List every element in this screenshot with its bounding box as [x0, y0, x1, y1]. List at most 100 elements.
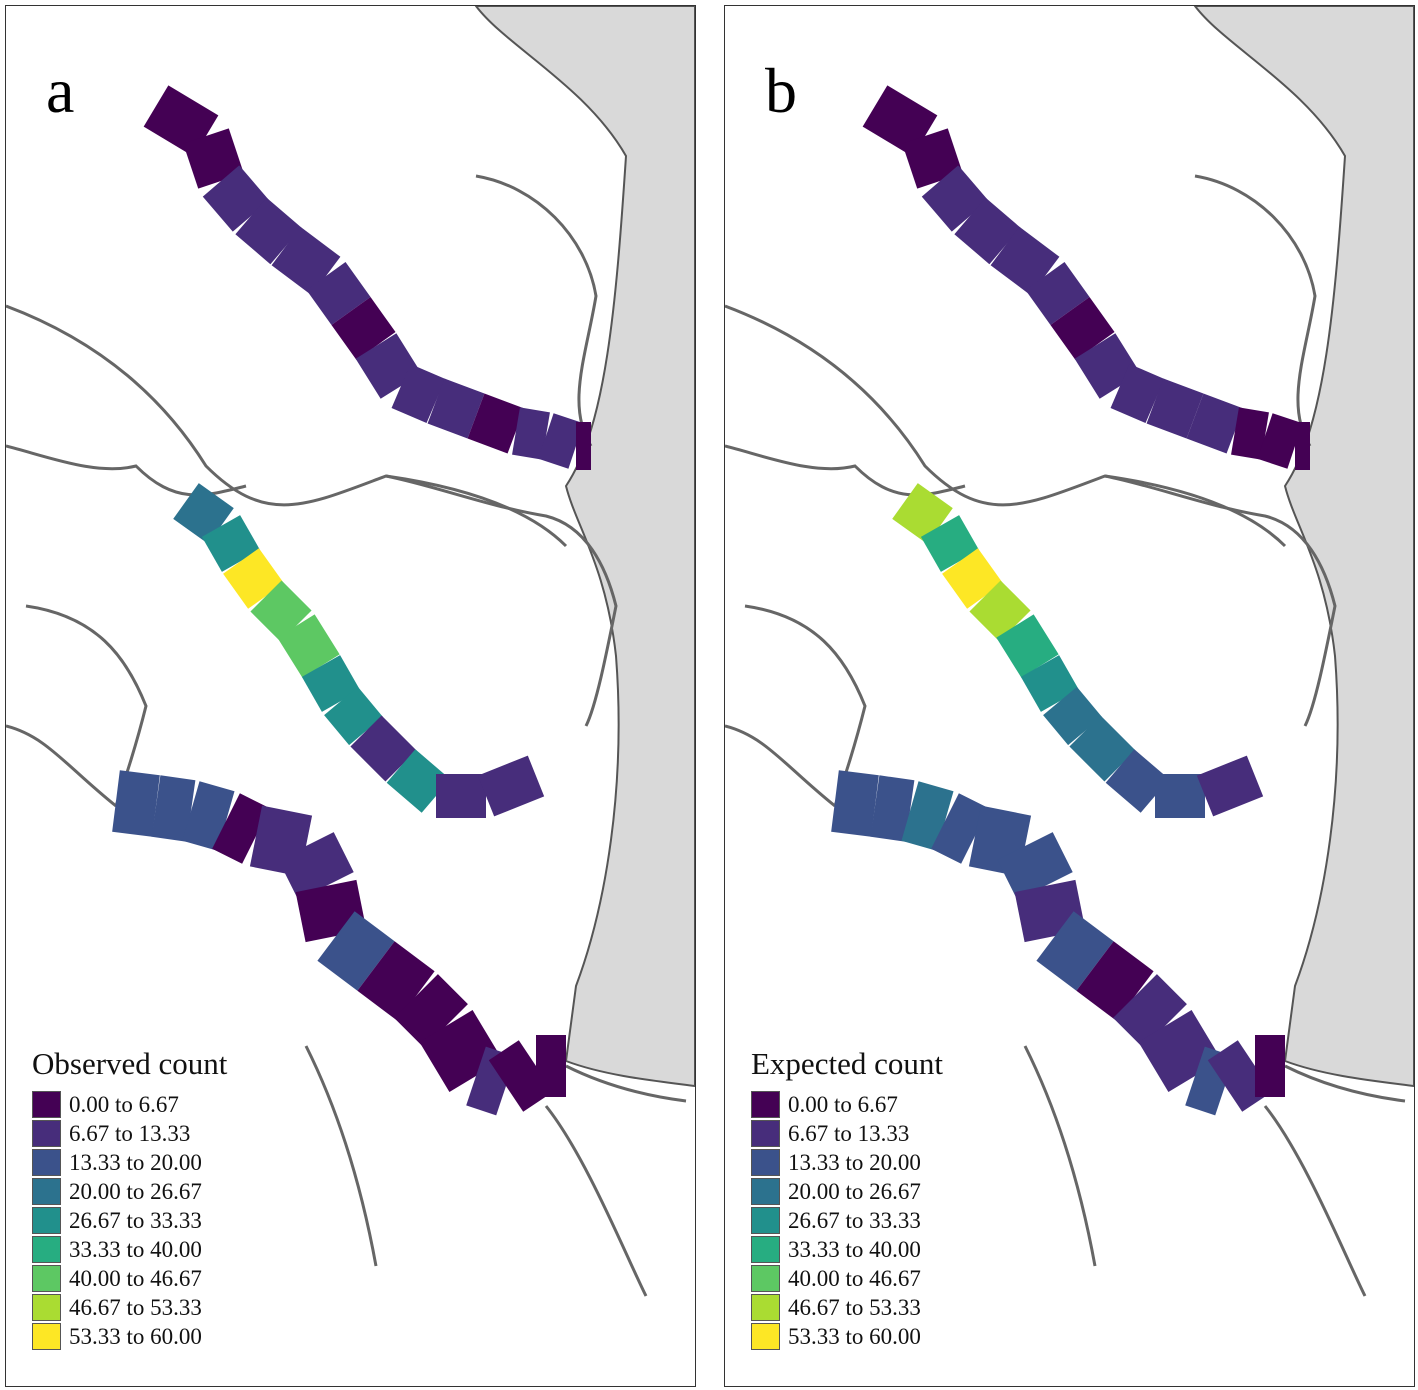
james-segment	[1113, 974, 1187, 1048]
rappahannock-segment	[235, 197, 302, 265]
legend-label: 40.00 to 46.67	[788, 1265, 921, 1291]
legend-item: 0.00 to 6.67	[751, 1090, 943, 1119]
legend-swatch	[32, 1207, 61, 1234]
legend-swatch	[32, 1265, 61, 1292]
york-segment	[301, 655, 361, 712]
rappahannock-segment	[427, 378, 485, 439]
legend-item: 46.67 to 53.33	[32, 1293, 227, 1322]
james-segment	[151, 775, 196, 842]
legend-swatch	[751, 1207, 780, 1234]
james-segment	[249, 805, 313, 877]
legend-item: 20.00 to 26.67	[751, 1177, 943, 1206]
york-segment	[996, 614, 1059, 678]
james-segment	[212, 793, 270, 864]
york-segment	[223, 548, 284, 609]
york-segment	[250, 580, 312, 642]
legend-item: 6.67 to 13.33	[32, 1119, 227, 1148]
legend-label: 0.00 to 6.67	[69, 1091, 179, 1117]
york-segment	[920, 515, 980, 572]
shoreline	[475, 174, 598, 447]
legend-label: 33.33 to 40.00	[788, 1236, 921, 1262]
legend-swatch	[751, 1091, 780, 1118]
york-segment	[1105, 749, 1170, 813]
rappahannock-segment	[1110, 363, 1165, 424]
legend-label: 26.67 to 33.33	[788, 1207, 921, 1233]
rappahannock-segment	[954, 197, 1021, 265]
legend: Observed count 0.00 to 6.67 6.67 to 13.33…	[32, 1046, 227, 1351]
rappahannock-segment	[990, 226, 1060, 296]
legend-label: 40.00 to 46.67	[69, 1265, 202, 1291]
james-segment	[112, 770, 160, 837]
shoreline	[6, 724, 117, 808]
rappahannock-segment	[391, 363, 446, 424]
legend-item: 0.00 to 6.67	[32, 1090, 227, 1119]
york-segment	[892, 483, 953, 544]
rappahannock-segment	[202, 165, 270, 232]
rappahannock-segment	[1146, 378, 1204, 439]
james-segment	[357, 941, 435, 1021]
shoreline	[1194, 174, 1317, 447]
shoreline	[565, 1064, 687, 1103]
legend-label: 20.00 to 26.67	[788, 1178, 921, 1204]
legend-item: 20.00 to 26.67	[32, 1177, 227, 1206]
york-segment	[942, 548, 1003, 609]
shoreline	[385, 474, 618, 727]
legend-label: 13.33 to 20.00	[788, 1149, 921, 1175]
rappahannock-segment	[538, 413, 584, 469]
rappahannock-segment	[1231, 407, 1269, 460]
legend-label: 46.67 to 53.33	[69, 1294, 202, 1320]
panel-label: b	[765, 55, 797, 126]
james-segment	[295, 879, 367, 943]
legend-swatch	[32, 1120, 61, 1147]
james-segment	[901, 781, 954, 851]
legend-label: 13.33 to 20.00	[69, 1149, 202, 1175]
legend-swatch	[751, 1294, 780, 1321]
james-segment	[1076, 941, 1154, 1021]
rappahannock-segment	[306, 262, 371, 325]
rappahannock-segment	[467, 393, 525, 454]
james-segment	[1138, 1010, 1222, 1092]
shoreline	[1104, 474, 1337, 727]
york-segment	[1043, 686, 1102, 746]
legend-label: 53.33 to 60.00	[69, 1323, 202, 1349]
shoreline	[304, 1045, 378, 1267]
james-segment	[1207, 1040, 1273, 1112]
shoreline	[1023, 1045, 1097, 1267]
legend-item: 53.33 to 60.00	[751, 1322, 943, 1351]
rappahannock-segment	[1186, 393, 1244, 454]
york-segment	[477, 755, 545, 817]
legend-label: 6.67 to 13.33	[69, 1120, 191, 1146]
james-segment	[1014, 879, 1086, 943]
james-segment	[831, 770, 879, 837]
james-segment	[997, 832, 1073, 900]
james-segment	[488, 1040, 554, 1112]
james-segment	[419, 1010, 503, 1092]
york-segment	[1069, 715, 1136, 782]
legend-label: 46.67 to 53.33	[788, 1294, 921, 1320]
rappahannock-segment	[355, 333, 422, 399]
legend-item: 6.67 to 13.33	[751, 1119, 943, 1148]
legend-item: 26.67 to 33.33	[751, 1206, 943, 1235]
legend: Expected count 0.00 to 6.67 6.67 to 13.33…	[751, 1046, 943, 1351]
legend-label: 20.00 to 26.67	[69, 1178, 202, 1204]
rappahannock-segment	[1257, 413, 1303, 469]
legend-swatch	[751, 1120, 780, 1147]
map-canvas	[725, 6, 1414, 1297]
legend-swatch	[751, 1265, 780, 1292]
legend-item: 40.00 to 46.67	[32, 1264, 227, 1293]
james-segment	[968, 805, 1032, 877]
legend-swatch	[32, 1149, 61, 1176]
legend-swatch	[32, 1236, 61, 1263]
rappahannock-segment	[862, 85, 938, 157]
legend-swatch	[32, 1091, 61, 1118]
legend-item: 53.33 to 60.00	[32, 1322, 227, 1351]
legend-swatch	[751, 1149, 780, 1176]
rappahannock-segment	[331, 297, 396, 360]
james-segment	[394, 974, 468, 1048]
rappahannock-segment	[921, 165, 989, 232]
legend-label: 53.33 to 60.00	[788, 1323, 921, 1349]
york-segment	[350, 715, 417, 782]
map-canvas	[6, 6, 695, 1297]
shoreline	[725, 724, 836, 808]
legend-swatch	[32, 1323, 61, 1350]
